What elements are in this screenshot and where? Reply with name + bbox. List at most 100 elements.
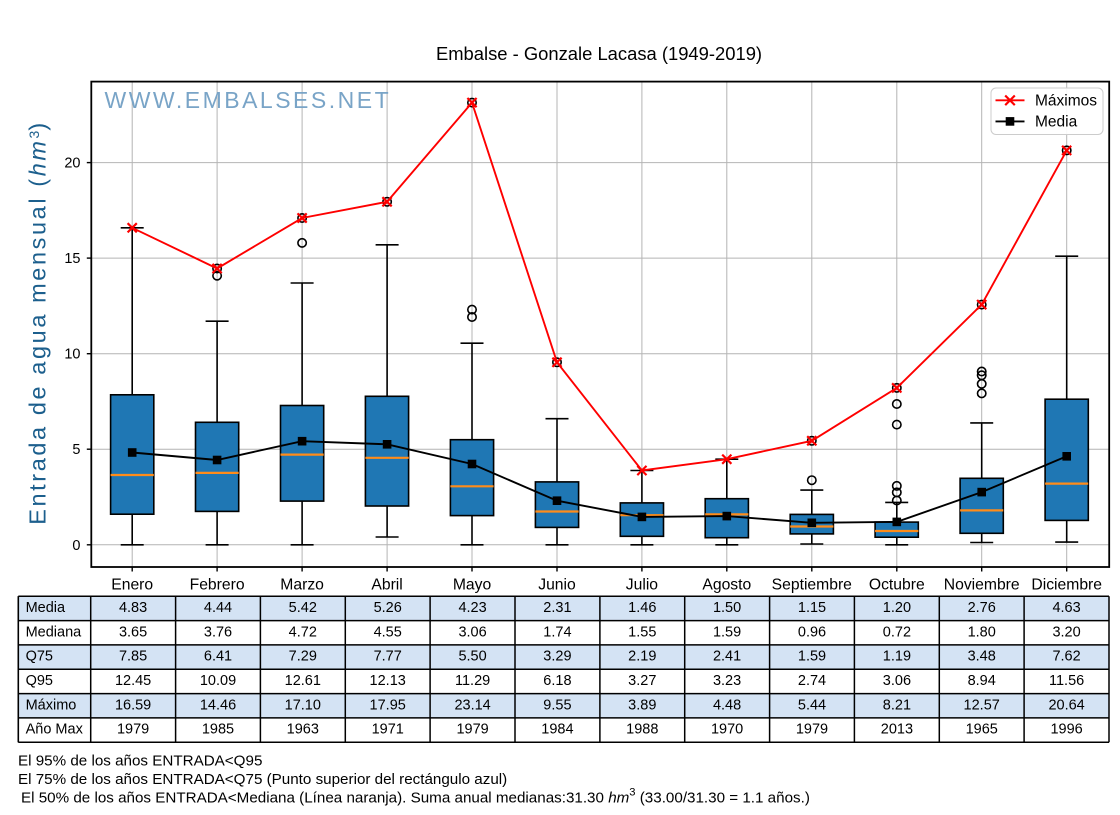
svg-text:10.09: 10.09 xyxy=(200,673,236,689)
svg-text:1965: 1965 xyxy=(966,722,998,738)
svg-text:Febrero: Febrero xyxy=(190,576,245,593)
svg-text:10: 10 xyxy=(64,347,80,363)
svg-text:3.65: 3.65 xyxy=(119,624,147,640)
svg-text:1.50: 1.50 xyxy=(713,600,741,616)
svg-text:20.64: 20.64 xyxy=(1048,697,1084,713)
svg-text:7.29: 7.29 xyxy=(289,649,317,665)
svg-text:Embalse - Gonzale Lacasa (1949: Embalse - Gonzale Lacasa (1949-2019) xyxy=(436,43,762,64)
svg-text:3.76: 3.76 xyxy=(204,624,232,640)
svg-text:1.15: 1.15 xyxy=(798,600,826,616)
svg-text:7.85: 7.85 xyxy=(119,649,147,665)
svg-text:Octubre: Octubre xyxy=(869,576,925,593)
svg-text:7.77: 7.77 xyxy=(374,649,402,665)
svg-text:5.50: 5.50 xyxy=(458,649,486,665)
svg-text:2.76: 2.76 xyxy=(968,600,996,616)
svg-text:2.74: 2.74 xyxy=(798,673,826,689)
svg-text:3.48: 3.48 xyxy=(968,649,996,665)
svg-text:3.89: 3.89 xyxy=(628,697,656,713)
svg-text:1.80: 1.80 xyxy=(968,624,996,640)
svg-text:1.19: 1.19 xyxy=(883,649,911,665)
svg-text:17.10: 17.10 xyxy=(285,697,321,713)
svg-text:2.41: 2.41 xyxy=(713,649,741,665)
svg-text:8.21: 8.21 xyxy=(883,697,911,713)
svg-text:1.74: 1.74 xyxy=(543,624,571,640)
svg-text:Media: Media xyxy=(1035,113,1078,130)
svg-text:3.06: 3.06 xyxy=(883,673,911,689)
svg-text:1996: 1996 xyxy=(1050,722,1082,738)
svg-text:Máximos: Máximos xyxy=(1035,92,1097,109)
svg-text:1971: 1971 xyxy=(372,722,404,738)
svg-text:Marzo: Marzo xyxy=(280,576,324,593)
svg-text:Entrada de agua mensual (hm3): Entrada de agua mensual (hm3) xyxy=(25,120,51,525)
svg-text:2013: 2013 xyxy=(881,722,913,738)
svg-text:Noviembre: Noviembre xyxy=(944,576,1020,593)
svg-text:12.57: 12.57 xyxy=(964,697,1000,713)
svg-text:Junio: Junio xyxy=(538,576,576,593)
svg-text:2.31: 2.31 xyxy=(543,600,571,616)
svg-text:0: 0 xyxy=(72,538,80,554)
svg-text:12.45: 12.45 xyxy=(115,673,151,689)
svg-text:1970: 1970 xyxy=(711,722,743,738)
svg-text:6.41: 6.41 xyxy=(204,649,232,665)
svg-text:El 95% de los años ENTRADA<Q95: El 95% de los años ENTRADA<Q95 xyxy=(18,753,262,770)
svg-text:1.55: 1.55 xyxy=(628,624,656,640)
svg-text:1.59: 1.59 xyxy=(798,649,826,665)
svg-text:20: 20 xyxy=(64,156,80,172)
svg-text:4.48: 4.48 xyxy=(713,697,741,713)
svg-text:14.46: 14.46 xyxy=(200,697,236,713)
svg-text:1979: 1979 xyxy=(117,722,149,738)
svg-text:1.59: 1.59 xyxy=(713,624,741,640)
svg-text:0.72: 0.72 xyxy=(883,624,911,640)
svg-text:El 50% de los años ENTRADA<Med: El 50% de los años ENTRADA<Mediana (Líne… xyxy=(21,787,810,807)
svg-text:3.27: 3.27 xyxy=(628,673,656,689)
svg-text:7.62: 7.62 xyxy=(1052,649,1080,665)
svg-text:Año Max: Año Max xyxy=(26,722,84,738)
svg-text:3.23: 3.23 xyxy=(713,673,741,689)
svg-text:16.59: 16.59 xyxy=(115,697,151,713)
svg-text:1.46: 1.46 xyxy=(628,600,656,616)
svg-text:1963: 1963 xyxy=(287,722,319,738)
svg-text:Julio: Julio xyxy=(626,576,659,593)
svg-text:Septiembre: Septiembre xyxy=(772,576,852,593)
svg-text:4.63: 4.63 xyxy=(1052,600,1080,616)
svg-text:Q75: Q75 xyxy=(26,649,53,665)
svg-text:5.42: 5.42 xyxy=(289,600,317,616)
svg-text:El 75% de los años ENTRADA<Q75: El 75% de los años ENTRADA<Q75 (Punto su… xyxy=(18,771,507,788)
svg-text:2.19: 2.19 xyxy=(628,649,656,665)
svg-text:3.20: 3.20 xyxy=(1052,624,1080,640)
svg-text:Mediana: Mediana xyxy=(26,624,83,640)
svg-text:Diciembre: Diciembre xyxy=(1031,576,1102,593)
svg-text:1984: 1984 xyxy=(541,722,573,738)
svg-text:5.44: 5.44 xyxy=(798,697,826,713)
svg-text:WWW.EMBALSES.NET: WWW.EMBALSES.NET xyxy=(105,87,392,113)
svg-text:6.18: 6.18 xyxy=(543,673,571,689)
svg-text:Q95: Q95 xyxy=(26,673,53,689)
svg-text:11.29: 11.29 xyxy=(455,673,490,689)
svg-text:1979: 1979 xyxy=(796,722,828,738)
svg-text:Enero: Enero xyxy=(111,576,153,593)
svg-text:12.61: 12.61 xyxy=(285,673,321,689)
svg-text:Mayo: Mayo xyxy=(453,576,492,593)
svg-text:8.94: 8.94 xyxy=(968,673,996,689)
svg-text:1985: 1985 xyxy=(202,722,234,738)
svg-text:3.29: 3.29 xyxy=(543,649,571,665)
svg-text:1.20: 1.20 xyxy=(883,600,911,616)
svg-text:4.23: 4.23 xyxy=(458,600,486,616)
svg-text:0.96: 0.96 xyxy=(798,624,826,640)
svg-text:15: 15 xyxy=(64,251,80,267)
svg-text:4.55: 4.55 xyxy=(374,624,402,640)
svg-text:23.14: 23.14 xyxy=(454,697,490,713)
svg-text:4.83: 4.83 xyxy=(119,600,147,616)
svg-text:17.95: 17.95 xyxy=(370,697,406,713)
svg-text:9.55: 9.55 xyxy=(543,697,571,713)
svg-text:1988: 1988 xyxy=(626,722,658,738)
svg-text:Abril: Abril xyxy=(371,576,402,593)
svg-text:5.26: 5.26 xyxy=(374,600,402,616)
svg-text:11.56: 11.56 xyxy=(1049,673,1084,689)
svg-text:Máximo: Máximo xyxy=(26,697,77,713)
svg-text:1979: 1979 xyxy=(456,722,488,738)
svg-text:12.13: 12.13 xyxy=(370,673,406,689)
svg-text:3.06: 3.06 xyxy=(458,624,486,640)
svg-text:Media: Media xyxy=(26,600,66,616)
svg-text:Agosto: Agosto xyxy=(702,576,751,593)
